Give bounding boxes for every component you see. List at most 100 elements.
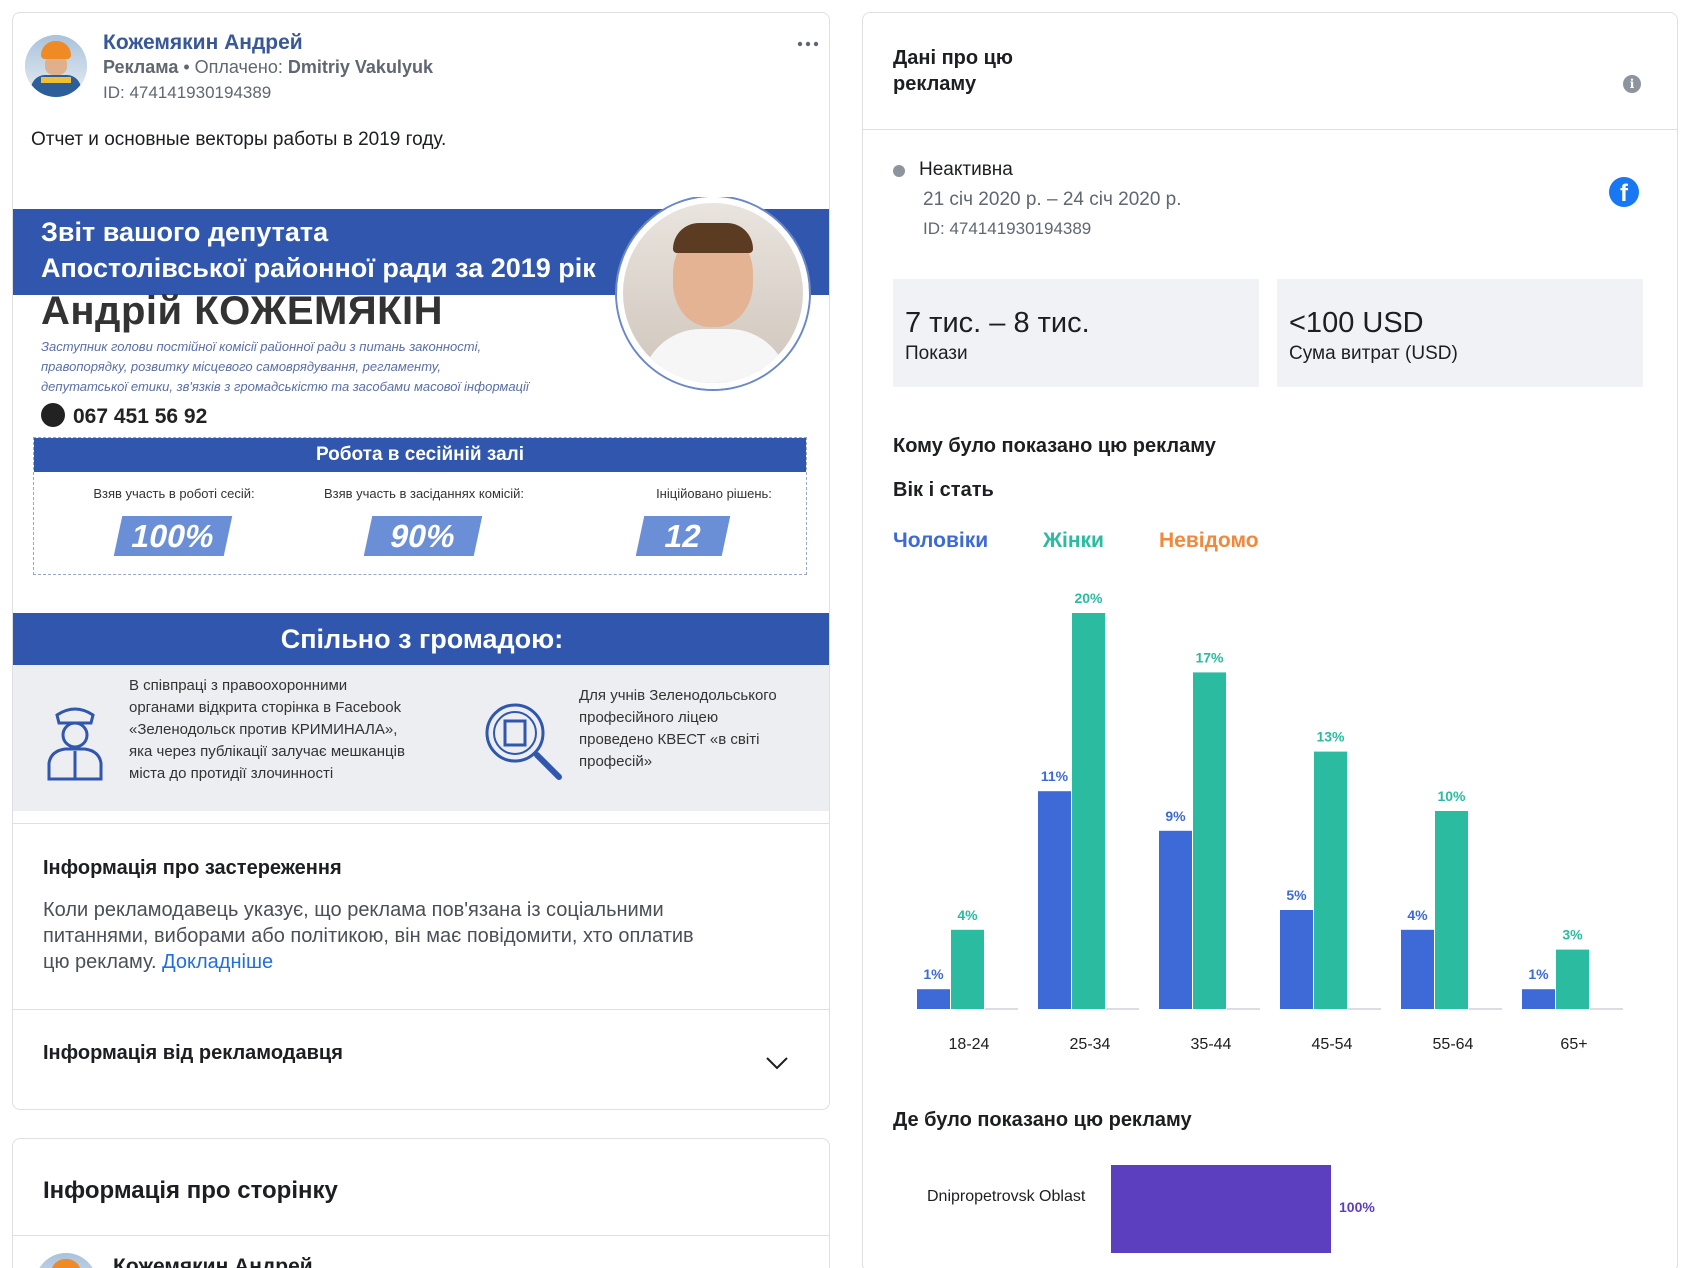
banner-line-2: Апостолівської районної ради за 2019 рік [41, 253, 596, 283]
region-percent-label: 100% [1339, 1199, 1375, 1215]
bar-value-label: 17% [1195, 649, 1224, 665]
panel-left-line: В співпраці з правоохоронними [129, 677, 348, 694]
ad-label: Реклама [103, 57, 179, 77]
banner-line-1: Звіт вашого депутата [41, 217, 329, 247]
panel-left-line: «Зеленодольск против КРИМИНАЛА», [129, 721, 398, 738]
page-avatar[interactable] [35, 1253, 97, 1268]
info-icon[interactable]: i [1623, 75, 1641, 93]
session-stats-box: Робота в сесійній залі Взяв участь в роб… [33, 437, 807, 575]
inactive-status-dot [893, 165, 905, 177]
stat-label: Взяв участь в засіданнях комісій: [323, 486, 525, 501]
deputy-name: Андрій КОЖЕМЯКІН [41, 289, 444, 333]
region-bar[interactable] [1111, 1165, 1331, 1253]
bar-men-65+[interactable] [1522, 989, 1555, 1009]
disclaimer-line: питаннями, виборами або політикою, він м… [43, 925, 694, 947]
page-info-card: Інформація про сторінку Кожемякин Андрей [12, 1138, 830, 1268]
community-panel: В співпраці з правоохоронними органами в… [13, 665, 829, 811]
panel-right-line: Для учнів Зеленодольського [579, 687, 777, 704]
advertiser-info-title: Інформація від рекламодавця [43, 1042, 343, 1064]
divider [863, 129, 1677, 130]
bar-women-45-54[interactable] [1314, 751, 1347, 1009]
sponsor-line: Реклама • Оплачено: Dmitriy Vakulyuk [103, 57, 433, 78]
legend-women[interactable]: Жінки [1043, 529, 1104, 552]
bar-unknown-55-64 [1469, 1008, 1502, 1010]
bar-unknown-45-54 [1348, 1008, 1381, 1010]
age-gender-chart: 1% 4% 18-24 11% 20% 25-34 9% 17% 35-44 5% 13% 45-54… [917, 590, 1623, 1053]
bar-value-label: 20% [1074, 590, 1103, 606]
bar-value-label: 9% [1165, 808, 1186, 824]
deputy-desc-3: депутатської етики, зв'язків з громадськ… [41, 379, 529, 394]
panel-right-text: Для учнів Зеленодольського професійного … [579, 685, 777, 773]
ad-details-card: Дані про цю рекламу i Неактивна 21 січ 2… [862, 12, 1678, 1268]
advertiser-name[interactable]: Кожемякин Андрей [103, 31, 303, 54]
age-axis-label: 18-24 [949, 1036, 990, 1053]
phone-icon [41, 403, 65, 427]
learn-more-link[interactable]: Докладніше [162, 951, 274, 973]
paid-prefix: • Оплачено: [183, 57, 283, 77]
together-title: Спільно з громадою: [13, 613, 829, 665]
bar-value-label: 1% [923, 966, 944, 982]
deputy-desc-1: Заступник голови постійної комісії район… [41, 339, 482, 354]
bar-value-label: 13% [1316, 729, 1345, 745]
disclaimer-line: цю рекламу. Докладніше [43, 949, 694, 975]
legend-men[interactable]: Чоловіки [893, 529, 989, 552]
ad-id: ID: 474141930194389 [103, 83, 272, 102]
stat-label: Взяв участь в роботі сесій: [93, 486, 255, 501]
deputy-desc-2: правопорядку, розвитку місцевого самовря… [41, 359, 441, 374]
panel-right-line: проведено КВЕСТ «в світі [579, 731, 760, 748]
stat-value: 90% [363, 516, 483, 556]
divider [13, 1235, 829, 1236]
chevron-down-icon[interactable] [765, 1056, 789, 1070]
stat-label: Ініційовано рішень: [656, 486, 772, 501]
ad-details-title: Дані про цю рекламу [893, 47, 1014, 95]
advertiser-avatar[interactable] [25, 35, 87, 97]
impressions-label: Покази [905, 343, 968, 364]
spend-label: Сума витрат (USD) [1289, 343, 1458, 364]
divider [13, 823, 829, 824]
stat-value: 12 [635, 516, 731, 556]
age-axis-label: 25-34 [1070, 1036, 1111, 1053]
ad-creative-image[interactable]: Звіт вашого депутата Апостолівської райо… [13, 197, 829, 811]
bar-women-18-24[interactable] [951, 929, 984, 1009]
bar-men-55-64[interactable] [1401, 929, 1434, 1009]
bar-value-label: 11% [1041, 768, 1069, 784]
spend-value: <100 USD [1289, 307, 1424, 339]
bar-unknown-25-34 [1106, 1008, 1139, 1010]
page-info-title: Інформація про сторінку [43, 1177, 338, 1204]
bar-women-55-64[interactable] [1435, 811, 1468, 1009]
deputy-portrait [617, 197, 809, 389]
bar-unknown-18-24 [985, 1008, 1018, 1010]
advertiser-info-row[interactable]: Інформація від рекламодавця [13, 1010, 829, 1109]
disclaimer-last-text: цю рекламу. [43, 951, 157, 973]
panel-left-text: В співпраці з правоохоронними органами в… [129, 675, 405, 785]
panel-right-line: професій» [579, 753, 653, 770]
disclaimer-text: Коли рекламодавець указує, що реклама по… [43, 897, 694, 975]
bar-women-25-34[interactable] [1072, 613, 1105, 1009]
bar-men-35-44[interactable] [1159, 830, 1192, 1009]
panel-left-line: яка через публікації залучає мешканців [129, 743, 405, 760]
magnifier-book-icon [485, 703, 562, 780]
bar-men-18-24[interactable] [917, 989, 950, 1009]
legend-unknown[interactable]: Невідомо [1159, 529, 1259, 552]
age-gender-title: Вік і стать [893, 479, 994, 501]
police-officer-icon [47, 707, 103, 781]
bar-value-label: 1% [1528, 966, 1549, 982]
panel-right-line: професійного ліцею [579, 709, 719, 726]
bar-unknown-65+ [1590, 1008, 1623, 1010]
ad-preview-card: Кожемякин Андрей Реклама • Оплачено: Dmi… [12, 12, 830, 1110]
facebook-icon: f [1609, 177, 1639, 207]
spend-box: <100 USD Сума витрат (USD) [1277, 279, 1643, 387]
bar-men-45-54[interactable] [1280, 910, 1313, 1009]
page-advertiser-name[interactable]: Кожемякин Андрей [113, 1255, 313, 1268]
region-label: Dnipropetrovsk Oblast [927, 1188, 1086, 1205]
more-horizontal-icon[interactable] [797, 37, 819, 49]
audience-title: Кому було показано цю рекламу [893, 435, 1216, 457]
bar-women-65+[interactable] [1556, 949, 1589, 1009]
deputy-phone: 067 451 56 92 [41, 403, 207, 429]
panel-left-line: органами відкрита сторінка в Facebook [129, 699, 402, 716]
bar-women-35-44[interactable] [1193, 672, 1226, 1009]
payer-name: Dmitriy Vakulyuk [287, 57, 433, 77]
ad-dates: 21 січ 2020 р. – 24 січ 2020 р. [923, 189, 1182, 210]
disclaimer-title: Інформація про застереження [43, 857, 342, 879]
bar-men-25-34[interactable] [1038, 791, 1071, 1009]
